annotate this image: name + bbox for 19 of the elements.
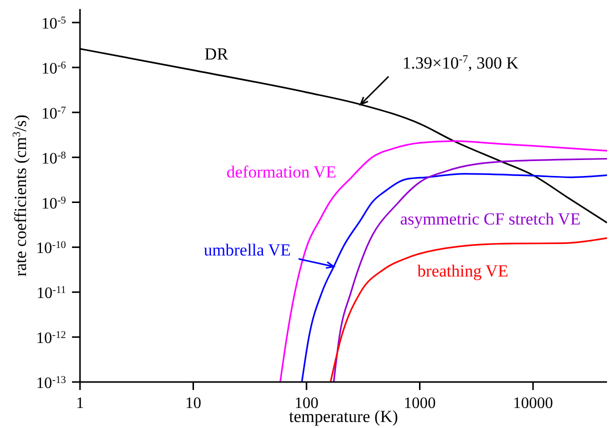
y-tick-label: 10$^{-7}$ — [41, 104, 66, 122]
y-tick-label: 10$^{-12}$ — [36, 330, 66, 348]
annotation: 1.39×10$^{-7}$, 300 K — [402, 53, 520, 72]
y-tick-label: 10$^{-10}$ — [36, 240, 66, 258]
series-label: DR — [204, 44, 229, 64]
series-label: breathing VE — [417, 262, 508, 281]
y-tick-label: 10$^{-8}$ — [41, 150, 66, 168]
y-tick-label: 10$^{-11}$ — [36, 284, 66, 302]
y-tick-label: 10$^{-13}$ — [36, 374, 66, 392]
y-tick-label: 10$^{-6}$ — [41, 60, 66, 78]
series-label: asymmetric CF stretch VE — [400, 210, 581, 228]
text: umbrella VE — [204, 240, 291, 260]
x-tick-label: 10 — [185, 395, 202, 412]
series-label: deformation VE — [226, 162, 336, 182]
x-tick-label: 10000 — [513, 395, 554, 412]
x-tick-label: 1 — [76, 395, 84, 412]
x-tick-label: 1000 — [404, 395, 436, 412]
y-tick-label: 10$^{-9}$ — [41, 194, 66, 212]
y-tick-label: 10$^{-5}$ — [41, 15, 66, 33]
